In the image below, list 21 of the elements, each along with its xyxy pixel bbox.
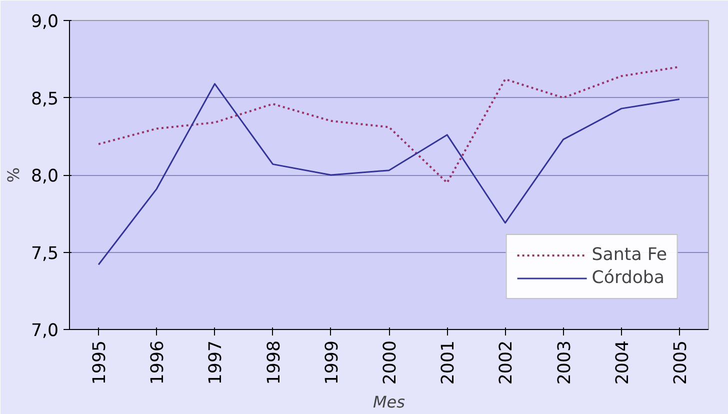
x-tick-label: 1997 (206, 340, 226, 385)
x-tick-label: 1999 (322, 340, 342, 385)
x-tick-label: 2004 (612, 340, 633, 385)
legend-label: Santa Fe (592, 245, 667, 265)
legend-label: Córdoba (592, 268, 665, 288)
x-tick-label: 2002 (496, 340, 517, 385)
y-tick-label: 7,0 (30, 321, 59, 341)
x-tick-label: 2000 (380, 340, 400, 385)
y-tick-label: 8,5 (30, 89, 59, 110)
x-tick-label: 1998 (264, 340, 284, 385)
x-tick-label: 2003 (554, 340, 575, 385)
x-tick-label: 2001 (438, 340, 459, 385)
y-tick-label: 8,0 (30, 166, 59, 186)
x-axis-title: Mes (373, 392, 405, 412)
x-tick-label: 2005 (670, 340, 691, 385)
y-tick-label: 7,5 (30, 244, 59, 264)
line-series (98, 83, 680, 266)
y-tick-label: 9,0 (30, 12, 59, 32)
y-axis-title: % (4, 167, 23, 183)
x-tick-label: 1996 (148, 340, 168, 385)
x-tick-label: 1995 (90, 340, 110, 385)
